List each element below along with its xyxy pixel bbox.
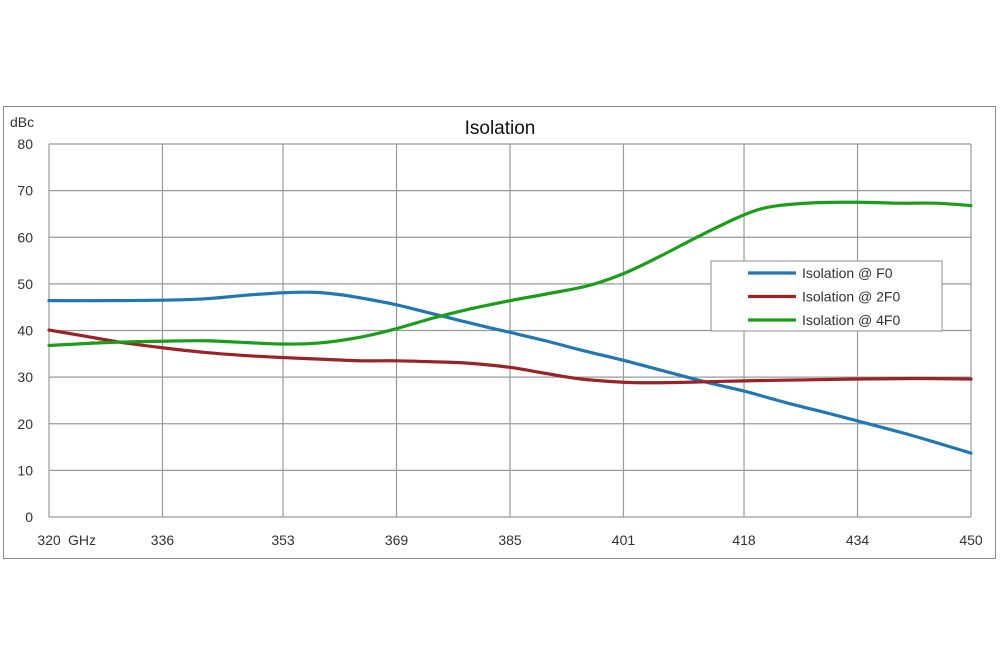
y-tick-label: 80 — [17, 136, 33, 152]
axes: 0 10 20 30 40 50 60 70 80 320 336 353 369 385 401 418 43… — [17, 136, 982, 548]
x-tick-label: 369 — [385, 532, 409, 548]
series-line-isolation-4f0 — [47, 200, 973, 348]
x-tick-label: 401 — [612, 532, 636, 548]
y-tick-label: 60 — [17, 229, 33, 245]
series — [47, 200, 973, 455]
y-axis-unit-label: dBc — [10, 114, 34, 130]
y-tick-label: 0 — [25, 509, 33, 525]
y-tick-label: 30 — [17, 369, 33, 385]
y-tick-label: 20 — [17, 416, 33, 432]
x-tick-label: 336 — [151, 532, 175, 548]
y-tick-label: 70 — [17, 183, 33, 199]
x-tick-label: 450 — [959, 532, 983, 548]
x-axis-unit-label: GHz — [68, 532, 96, 548]
chart-title: Isolation — [465, 118, 536, 139]
y-tick-label: 40 — [17, 323, 33, 339]
x-tick-label: 418 — [732, 532, 756, 548]
legend-label-isolation-2f0: Isolation @ 2F0 — [802, 289, 900, 305]
legend-label-isolation-f0: Isolation @ F0 — [802, 265, 893, 281]
x-tick-label: 320 — [37, 532, 61, 548]
legend-label-isolation-4f0: Isolation @ 4F0 — [802, 312, 900, 328]
x-tick-label: 434 — [846, 532, 870, 548]
series-line-isolation-2f0 — [47, 328, 973, 385]
x-tick-label: 385 — [498, 532, 522, 548]
y-tick-label: 10 — [17, 462, 33, 478]
legend: Isolation @ F0 Isolation @ 2F0 Isolation @… — [710, 260, 943, 332]
chart-frame — [3, 106, 996, 559]
y-tick-label: 50 — [17, 276, 33, 292]
series-line-isolation-f0 — [47, 290, 973, 455]
x-tick-label: 353 — [271, 532, 295, 548]
